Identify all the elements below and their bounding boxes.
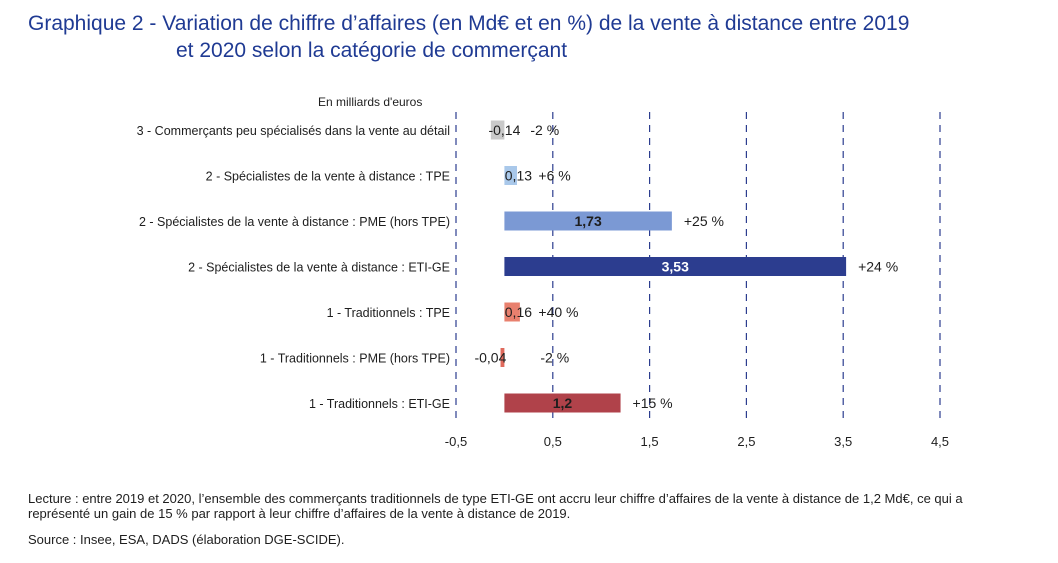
percent-label: +40 % [538, 304, 578, 320]
value-label: -0,14 [488, 122, 520, 138]
bar [504, 166, 517, 185]
value-label: -0,04 [474, 350, 506, 366]
x-tick-label: 4,5 [931, 434, 949, 449]
percent-label: +6 % [538, 168, 570, 184]
category-label: 2 - Spécialistes de la vente à distance … [188, 261, 450, 275]
category-label: 1 - Traditionnels : TPE [327, 306, 450, 320]
x-tick-label: 2,5 [737, 434, 755, 449]
source-note: Source : Insee, ESA, DADS (élaboration D… [28, 532, 345, 547]
bar [490, 120, 505, 140]
category-label: 3 - Commerçants peu spécialisés dans la … [137, 124, 450, 138]
chart-title-line1: Graphique 2 - Variation de chiffre d’aff… [28, 12, 910, 35]
x-tick-label: 0,5 [544, 434, 562, 449]
chart-title: Graphique 2 - Variation de chiffre d’aff… [28, 10, 1048, 64]
category-label: 2 - Spécialistes de la vente à distance … [206, 170, 450, 184]
category-label: 2 - Spécialistes de la vente à distance … [139, 215, 450, 229]
bar [504, 257, 847, 276]
value-label: 0,13 [505, 168, 532, 184]
chart-title-line2: et 2020 selon la catégorie de commerçant [176, 39, 568, 62]
percent-label: +15 % [633, 395, 673, 411]
unit-label: En milliards d'euros [318, 95, 423, 109]
category-label: 1 - Traditionnels : PME (hors TPE) [260, 352, 450, 366]
value-label: 1,2 [553, 395, 573, 411]
bar [500, 348, 505, 367]
bar [504, 393, 621, 413]
bar [504, 211, 672, 231]
category-label: 1 - Traditionnels : ETI-GE [309, 397, 450, 411]
x-tick-label: 3,5 [834, 434, 852, 449]
bar-chart: -0,5 0,5 1,5 2,5 3,5 4,5 3 - Commerçants peu s… [137, 112, 949, 449]
bar [504, 302, 520, 322]
x-tick-label: -0,5 [445, 434, 467, 449]
percent-label: +24 % [858, 259, 898, 275]
reading-note: Lecture : entre 2019 et 2020, l’ensemble… [28, 491, 963, 521]
x-tick-label: 1,5 [641, 434, 659, 449]
percent-label: +25 % [684, 213, 724, 229]
value-label: 3,53 [662, 259, 689, 275]
percent-label: -2 % [540, 350, 569, 366]
percent-label: -2 % [530, 122, 559, 138]
value-label: 0,16 [505, 304, 532, 320]
value-label: 1,73 [575, 213, 602, 229]
